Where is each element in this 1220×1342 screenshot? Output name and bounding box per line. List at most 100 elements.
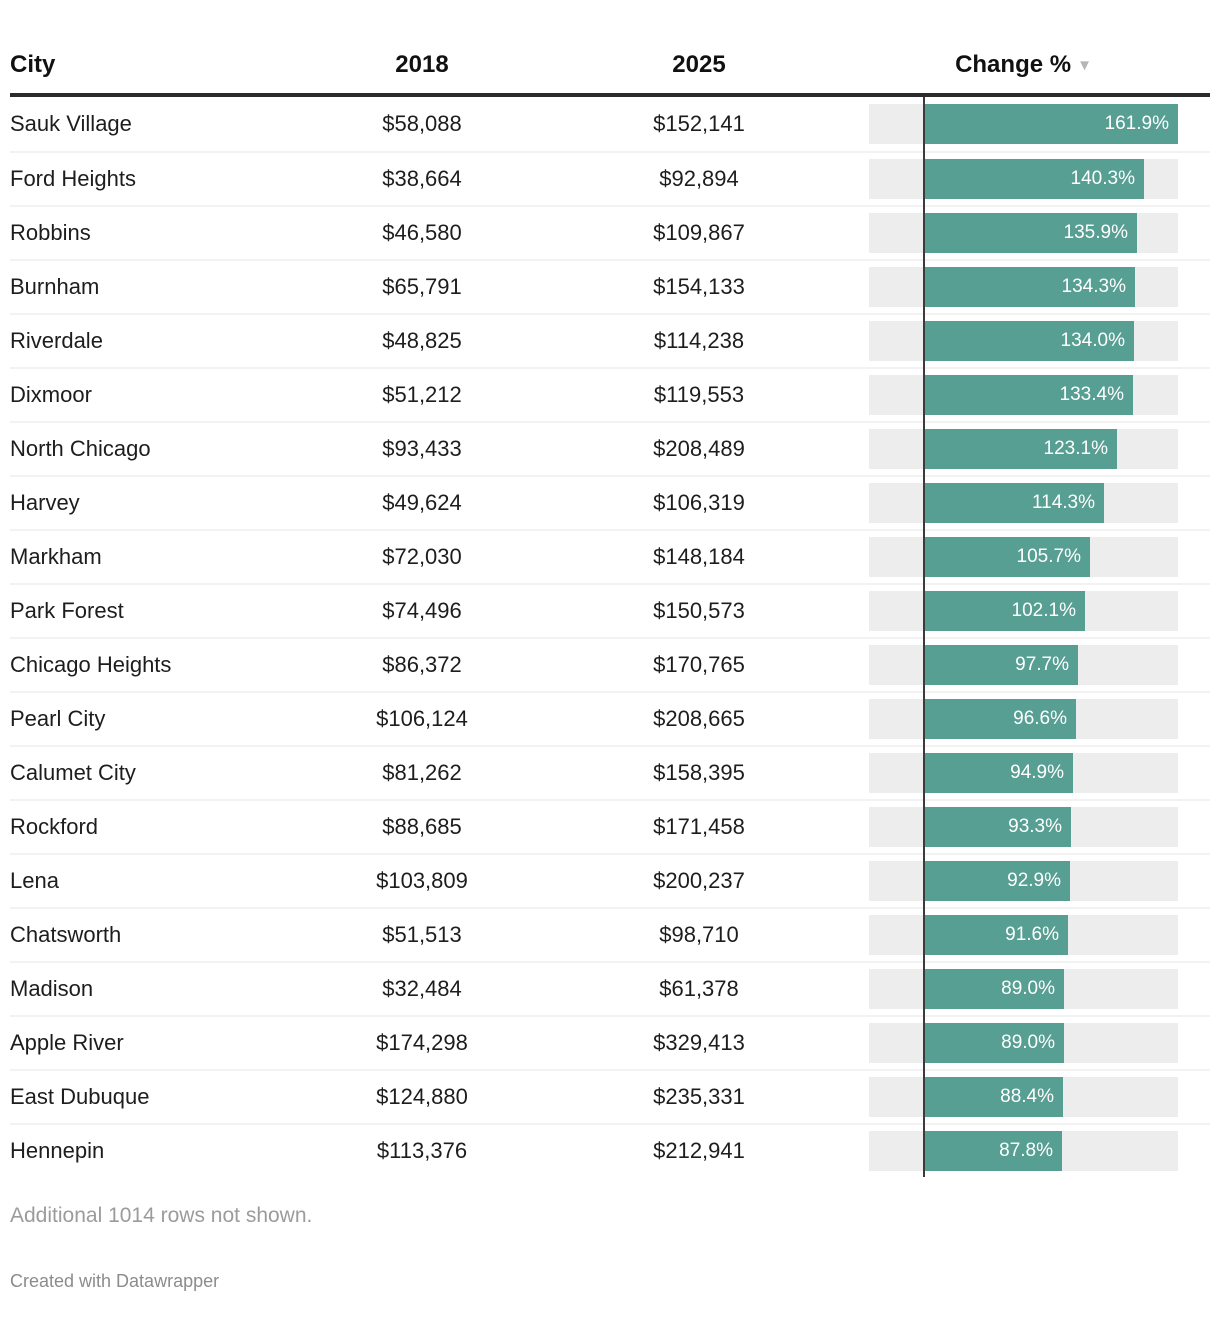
table-row: East Dubuque $124,880 $235,331 88.4% <box>10 1069 1210 1123</box>
value-2025-cell: $148,184 <box>653 544 745 569</box>
change-bar-cell: 89.0% <box>832 1017 1210 1069</box>
bar-track: 92.9% <box>869 861 1178 901</box>
change-bar-cell: 87.8% <box>832 1125 1210 1177</box>
table-body: Sauk Village $58,088 $152,141 161.9% For… <box>10 97 1210 1177</box>
change-bar: 89.0% <box>925 1023 1064 1063</box>
datawrapper-credit[interactable]: Created with Datawrapper <box>10 1271 220 1291</box>
table-row: North Chicago $93,433 $208,489 123.1% <box>10 421 1210 475</box>
change-bar-cell: 123.1% <box>832 423 1210 475</box>
column-header-change[interactable]: Change % ▼ <box>832 51 1210 79</box>
column-header-city[interactable]: City <box>10 50 56 78</box>
city-cell: Ford Heights <box>10 166 136 191</box>
change-bar: 105.7% <box>925 537 1090 577</box>
value-2018-cell: $49,624 <box>382 490 462 515</box>
value-2025-cell: $158,395 <box>653 760 745 785</box>
change-bar-cell: 114.3% <box>832 477 1210 529</box>
change-value-label: 96.6% <box>1013 708 1067 729</box>
value-2018-cell: $48,825 <box>382 328 462 353</box>
city-cell: Calumet City <box>10 760 136 785</box>
value-2018-cell: $174,298 <box>376 1030 468 1055</box>
change-value-label: 134.3% <box>1061 276 1126 297</box>
change-value-label: 94.9% <box>1010 762 1064 783</box>
value-2018-cell: $51,212 <box>382 382 462 407</box>
value-2018-cell: $86,372 <box>382 652 462 677</box>
table-row: Lena $103,809 $200,237 92.9% <box>10 853 1210 907</box>
change-bar-cell: 105.7% <box>832 531 1210 583</box>
table-row: Apple River $174,298 $329,413 89.0% <box>10 1015 1210 1069</box>
value-2025-cell: $171,458 <box>653 814 745 839</box>
city-cell: Chatsworth <box>10 922 122 947</box>
rows-not-shown-note: Additional 1014 rows not shown. <box>10 1204 313 1227</box>
value-2018-cell: $51,513 <box>382 922 462 947</box>
bar-track: 134.3% <box>869 267 1178 307</box>
city-cell: Pearl City <box>10 706 106 731</box>
value-2025-cell: $109,867 <box>653 220 745 245</box>
change-bar-cell: 91.6% <box>832 909 1210 961</box>
column-header-2025[interactable]: 2025 <box>672 50 726 78</box>
change-bar-cell: 134.3% <box>832 261 1210 313</box>
change-value-label: 161.9% <box>1104 113 1169 134</box>
bar-track: 105.7% <box>869 537 1178 577</box>
table-row: Harvey $49,624 $106,319 114.3% <box>10 475 1210 529</box>
column-header-2018[interactable]: 2018 <box>395 50 449 78</box>
table-chart: City 2018 2025 Change % ▼ Sauk Village $5… <box>0 36 1220 1292</box>
change-value-label: 92.9% <box>1007 870 1061 891</box>
bar-track: 87.8% <box>869 1131 1178 1171</box>
change-value-label: 91.6% <box>1005 924 1059 945</box>
bar-track: 97.7% <box>869 645 1178 685</box>
bar-track: 134.0% <box>869 321 1178 361</box>
value-2018-cell: $65,791 <box>382 274 462 299</box>
table-row: Hennepin $113,376 $212,941 87.8% <box>10 1123 1210 1177</box>
change-bar: 123.1% <box>925 429 1117 469</box>
column-header-change-label: Change % <box>955 50 1072 78</box>
value-2025-cell: $170,765 <box>653 652 745 677</box>
value-2025-cell: $114,238 <box>653 328 745 353</box>
value-2018-cell: $113,376 <box>376 1138 468 1163</box>
bar-track: 93.3% <box>869 807 1178 847</box>
change-bar-cell: 140.3% <box>832 153 1210 205</box>
city-cell: Sauk Village <box>10 111 132 136</box>
bar-track: 161.9% <box>869 104 1178 144</box>
value-2018-cell: $58,088 <box>382 111 462 136</box>
value-2018-cell: $88,685 <box>382 814 462 839</box>
value-2018-cell: $32,484 <box>382 976 462 1001</box>
value-2025-cell: $106,319 <box>653 490 745 515</box>
change-bar-cell: 102.1% <box>832 585 1210 637</box>
value-2018-cell: $106,124 <box>376 706 468 731</box>
value-2025-cell: $212,941 <box>653 1138 745 1163</box>
city-cell: Dixmoor <box>10 382 92 407</box>
bar-track: 133.4% <box>869 375 1178 415</box>
change-value-label: 135.9% <box>1063 222 1128 243</box>
change-bar-cell: 97.7% <box>832 639 1210 691</box>
change-value-label: 102.1% <box>1011 600 1076 621</box>
change-bar: 94.9% <box>925 753 1073 793</box>
change-value-label: 87.8% <box>999 1140 1053 1161</box>
value-2025-cell: $208,665 <box>653 706 745 731</box>
value-2025-cell: $92,894 <box>659 166 739 191</box>
bar-track: 140.3% <box>869 159 1178 199</box>
change-value-label: 134.0% <box>1060 330 1125 351</box>
change-bar: 97.7% <box>925 645 1078 685</box>
table-row: Markham $72,030 $148,184 105.7% <box>10 529 1210 583</box>
table-row: Chicago Heights $86,372 $170,765 97.7% <box>10 637 1210 691</box>
city-cell: Apple River <box>10 1030 124 1055</box>
change-bar-cell: 133.4% <box>832 369 1210 421</box>
city-cell: Robbins <box>10 220 91 245</box>
city-cell: Chicago Heights <box>10 652 172 677</box>
bar-track: 96.6% <box>869 699 1178 739</box>
bar-track: 123.1% <box>869 429 1178 469</box>
change-bar-cell: 92.9% <box>832 855 1210 907</box>
change-value-label: 97.7% <box>1015 654 1069 675</box>
bar-track: 114.3% <box>869 483 1178 523</box>
city-cell: Harvey <box>10 490 80 515</box>
change-value-label: 123.1% <box>1043 438 1108 459</box>
table-row: Robbins $46,580 $109,867 135.9% <box>10 205 1210 259</box>
city-cell: Lena <box>10 868 59 893</box>
value-2025-cell: $154,133 <box>653 274 745 299</box>
change-bar: 88.4% <box>925 1077 1063 1117</box>
bar-track: 91.6% <box>869 915 1178 955</box>
bar-track: 94.9% <box>869 753 1178 793</box>
change-value-label: 93.3% <box>1008 816 1062 837</box>
change-bar: 96.6% <box>925 699 1076 739</box>
change-bar: 91.6% <box>925 915 1068 955</box>
